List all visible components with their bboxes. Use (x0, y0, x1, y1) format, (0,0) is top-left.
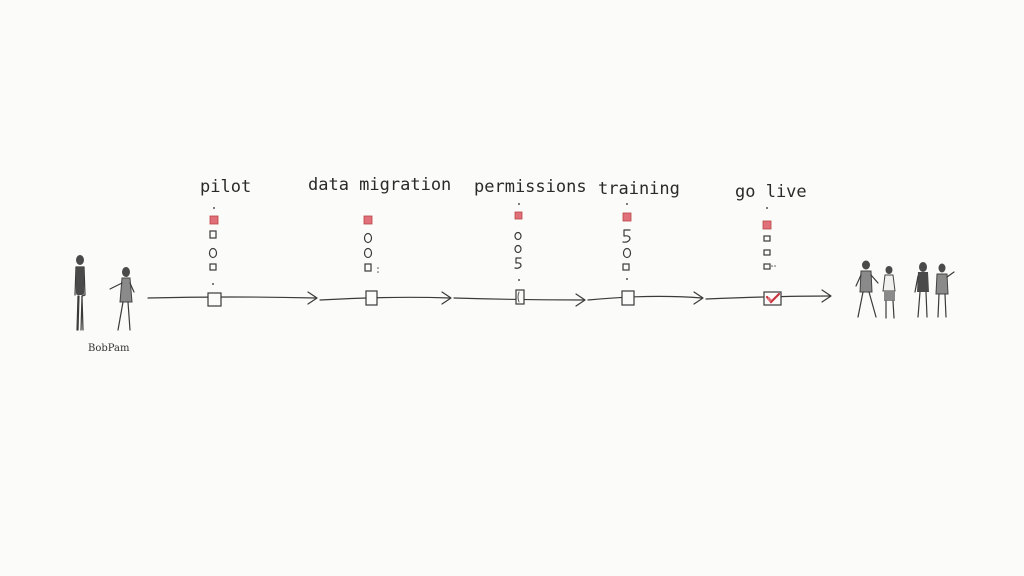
stage-label: go live (735, 182, 807, 202)
timeline-arrows (147, 289, 832, 307)
group-person-icon (855, 260, 879, 318)
group-person-icon (935, 263, 955, 318)
stage-training: training (598, 179, 680, 306)
person-left-icon (74, 255, 86, 331)
red-marker-icon (209, 215, 219, 225)
stage-go-live: go live (735, 182, 807, 306)
stage-box-icon (207, 292, 222, 307)
group-person-icon (914, 262, 929, 318)
red-marker-icon (514, 211, 523, 220)
stage-label: data migration (308, 175, 451, 195)
stage-pilot: pilot (200, 177, 251, 307)
checkmark-box-icon (763, 291, 782, 306)
red-marker-icon (762, 220, 772, 230)
end-people-icon (855, 260, 955, 319)
person-right-icon (109, 267, 135, 331)
stage-data-migration: data migration (308, 175, 451, 306)
start-people-caption: BobPam (88, 343, 130, 354)
red-marker-icon (622, 212, 632, 222)
stage-label: permissions (474, 177, 587, 197)
stage-permissions: permissions (474, 177, 587, 305)
red-marker-icon (363, 215, 373, 225)
start-people-icon: BobPam (74, 255, 135, 354)
stage-box-icon (365, 290, 378, 306)
group-person-icon (882, 266, 896, 319)
stage-box-icon (621, 290, 635, 306)
stage-box-icon (515, 289, 525, 305)
stage-label: training (598, 179, 680, 199)
stage-label: pilot (200, 177, 251, 197)
